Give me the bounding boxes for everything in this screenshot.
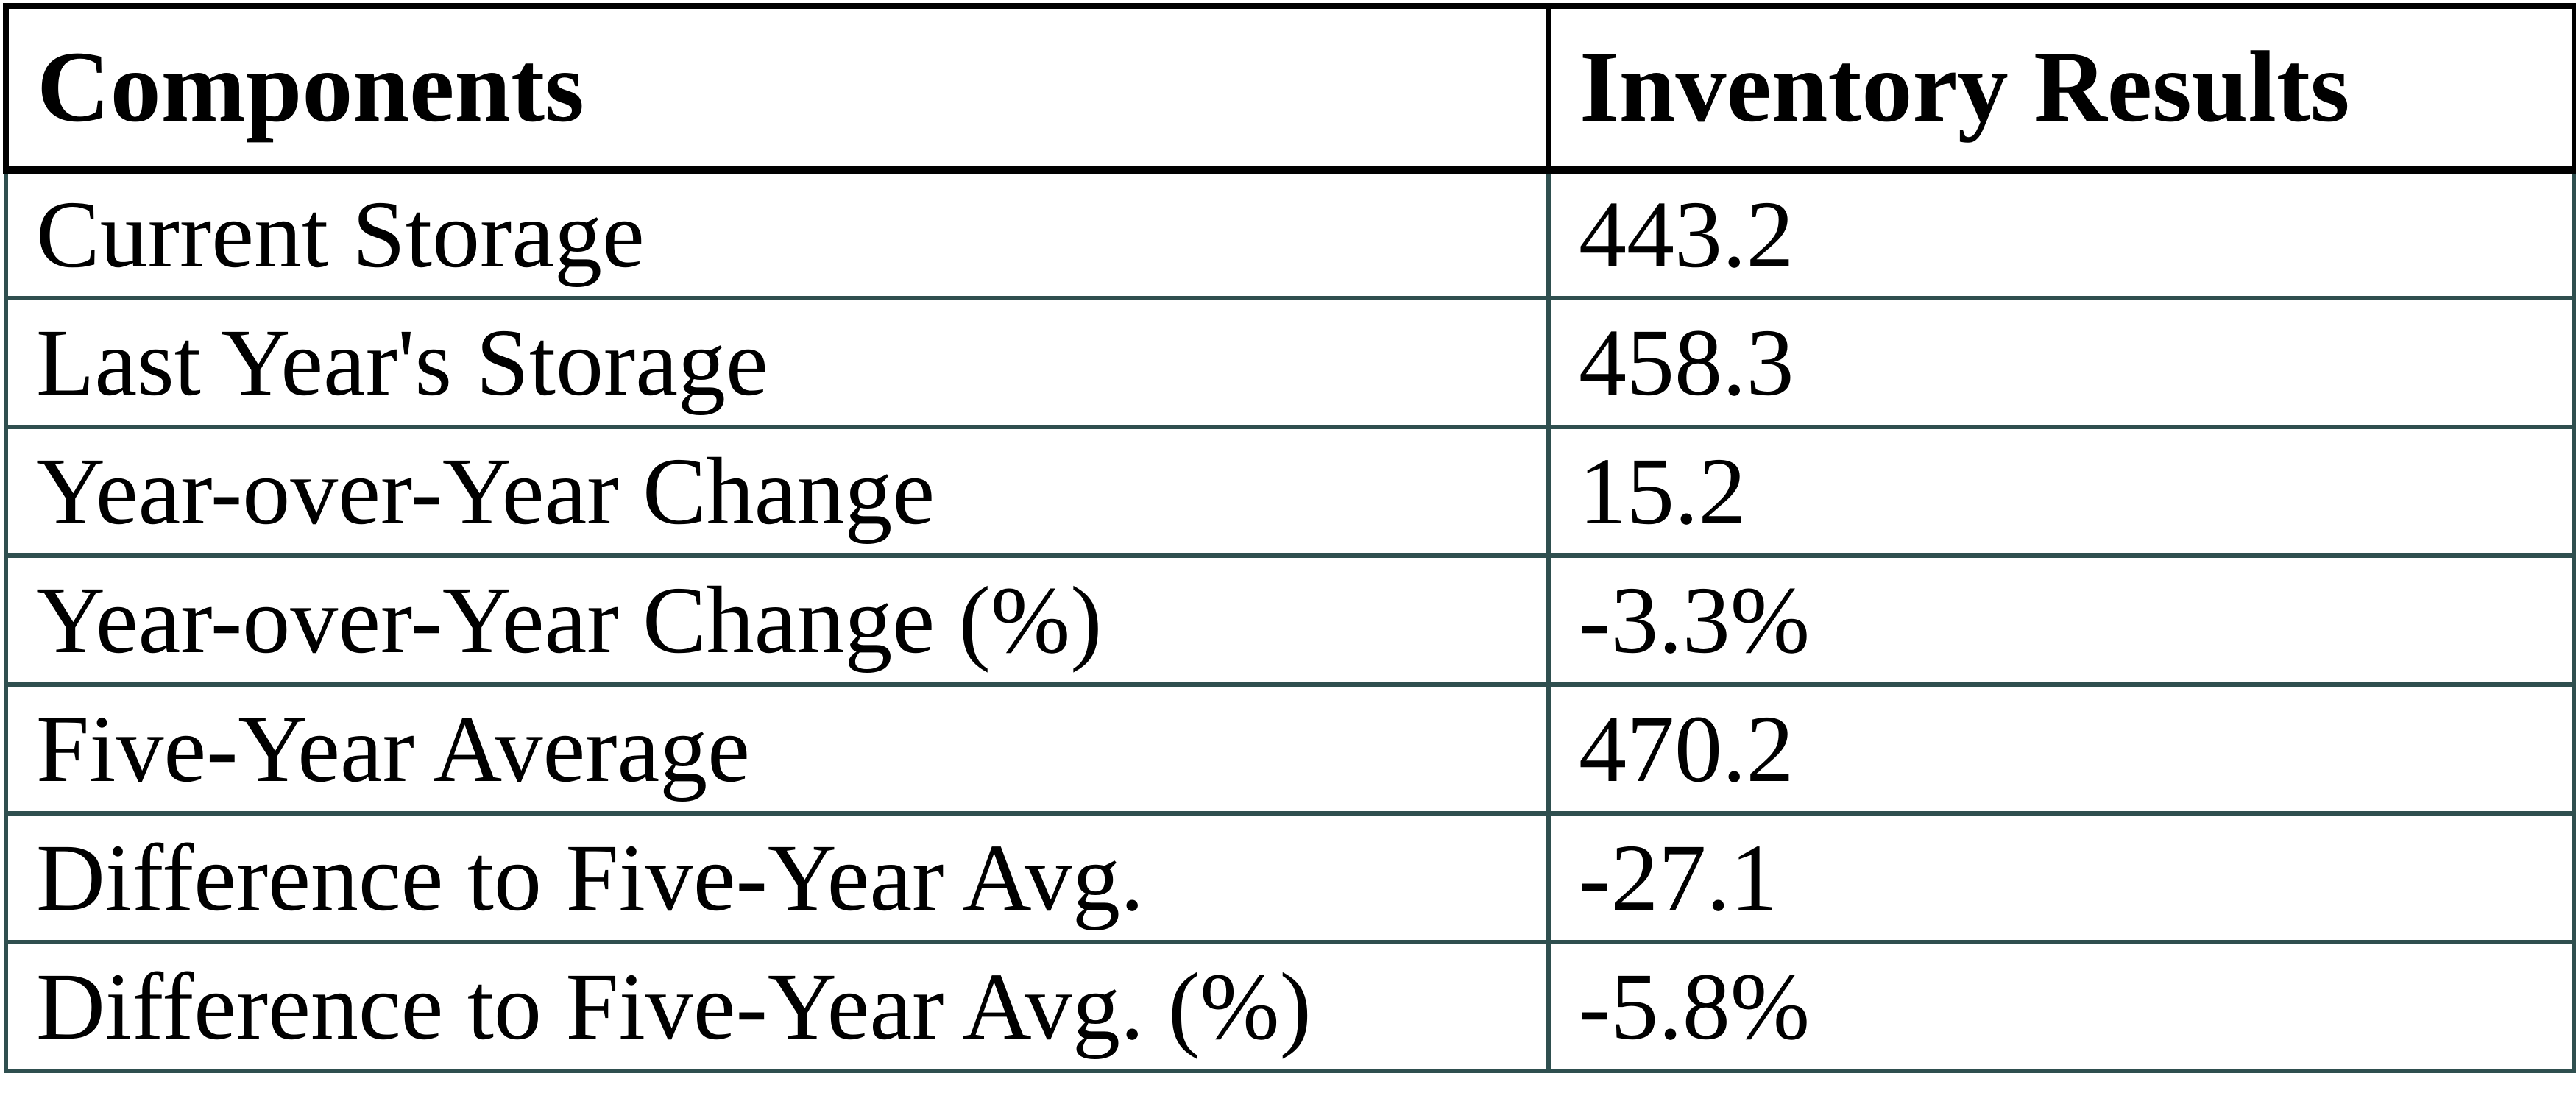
inventory-value: -5.8% bbox=[1546, 940, 2576, 1073]
column-header-inventory-results: Inventory Results bbox=[1546, 3, 2576, 174]
header-row: Components Inventory Results bbox=[3, 3, 2576, 174]
table-row: Difference to Five-Year Avg. (%) -5.8% bbox=[4, 940, 2576, 1073]
page: Components Inventory Results Current Sto… bbox=[0, 3, 2576, 1107]
component-label: Last Year's Storage bbox=[4, 296, 1551, 429]
component-label: Year-over-Year Change (%) bbox=[4, 554, 1551, 687]
inventory-value: 470.2 bbox=[1546, 682, 2576, 816]
inventory-value: 15.2 bbox=[1546, 425, 2576, 558]
component-label: Year-over-Year Change bbox=[4, 425, 1551, 558]
inventory-value: 458.3 bbox=[1546, 296, 2576, 429]
inventory-value: -3.3% bbox=[1546, 554, 2576, 687]
table-row: Last Year's Storage 458.3 bbox=[4, 296, 2576, 429]
table-row: Current Storage 443.2 bbox=[4, 167, 2576, 300]
table-row: Year-over-Year Change (%) -3.3% bbox=[4, 554, 2576, 687]
inventory-table: Components Inventory Results Current Sto… bbox=[3, 3, 2576, 1073]
table-row: Five-Year Average 470.2 bbox=[4, 682, 2576, 816]
component-label: Current Storage bbox=[4, 167, 1551, 300]
component-label: Five-Year Average bbox=[4, 682, 1551, 816]
inventory-value: 443.2 bbox=[1546, 167, 2576, 300]
component-label: Difference to Five-Year Avg. (%) bbox=[4, 940, 1551, 1073]
column-header-components: Components bbox=[3, 3, 1551, 174]
inventory-value: -27.1 bbox=[1546, 811, 2576, 944]
table-row: Year-over-Year Change 15.2 bbox=[4, 425, 2576, 558]
table-row: Difference to Five-Year Avg. -27.1 bbox=[4, 811, 2576, 944]
component-label: Difference to Five-Year Avg. bbox=[4, 811, 1551, 944]
